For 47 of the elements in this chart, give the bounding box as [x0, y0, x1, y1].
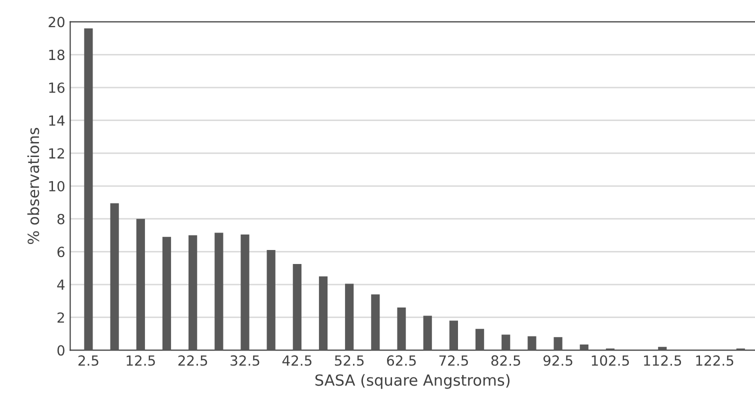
bar	[554, 337, 562, 350]
x-tick-label: 32.5	[230, 355, 260, 366]
bar	[528, 336, 536, 350]
bar	[658, 346, 667, 350]
bar	[214, 232, 224, 350]
y-tick-label: 0	[57, 345, 64, 356]
bar	[580, 344, 588, 350]
bar	[449, 320, 458, 350]
y-tick-label: 2	[58, 312, 64, 323]
bar	[240, 234, 250, 350]
y-tick-label: 10	[49, 180, 64, 192]
bar	[136, 218, 145, 350]
y-tick-label: 18	[49, 50, 64, 60]
x-tick-label: 72.5	[439, 355, 468, 366]
bar	[292, 264, 302, 350]
x-tick-label: 12.5	[126, 355, 155, 366]
x-tick-label: 82.5	[491, 355, 520, 366]
y-tick-label: 8	[57, 214, 64, 224]
x-axis-title: SASA (square Angstroms)	[315, 374, 510, 389]
x-tick-label: 92.5	[543, 355, 572, 366]
y-tick-label: 12	[49, 148, 64, 158]
bar	[266, 250, 276, 350]
bar	[162, 236, 172, 350]
bar	[502, 334, 510, 350]
bar	[318, 276, 328, 350]
x-tick-label: 2.5	[78, 355, 98, 366]
x-tick-label: 52.5	[334, 355, 364, 366]
y-tick-label: 4	[57, 280, 65, 290]
y-axis-title: % observations	[27, 128, 40, 244]
x-tick-label: 112.5	[644, 355, 682, 366]
y-tick-label: 14	[49, 115, 65, 126]
y-tick-label: 16	[49, 82, 64, 93]
bar	[84, 28, 93, 350]
bar	[371, 294, 380, 350]
x-tick-label: 102.5	[592, 355, 629, 366]
x-tick-label: 122.5	[696, 355, 734, 366]
bar	[423, 316, 432, 350]
bar	[397, 308, 406, 350]
bar	[475, 328, 484, 350]
bar	[345, 284, 354, 350]
x-tick-label: 22.5	[178, 355, 208, 366]
bar	[188, 235, 198, 350]
y-tick-label: 6	[57, 246, 64, 258]
y-tick-label: 20	[48, 16, 64, 28]
x-tick-label: 62.5	[387, 355, 416, 366]
bar	[110, 203, 119, 350]
x-tick-label: 42.5	[282, 355, 312, 366]
